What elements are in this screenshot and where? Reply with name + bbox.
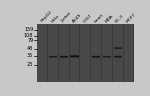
Bar (103, 56, 111, 57)
Bar (114, 58, 122, 59)
Text: 23: 23 (27, 62, 33, 67)
Bar (92, 55, 100, 56)
Text: MCF7: MCF7 (126, 12, 137, 23)
Bar (114, 49, 122, 50)
Bar (92, 55, 100, 56)
Bar (103, 55, 111, 56)
Bar (49, 56, 57, 57)
Text: MDA: MDA (104, 14, 114, 23)
Bar (49, 57, 57, 58)
Bar (92, 58, 100, 59)
Bar (114, 55, 122, 56)
Bar (70, 58, 79, 59)
Bar (113, 24, 123, 82)
Text: PC-3: PC-3 (115, 13, 125, 23)
Text: heart: heart (93, 12, 104, 23)
Bar (60, 58, 68, 59)
Bar (49, 57, 57, 58)
Bar (70, 55, 79, 56)
Bar (49, 55, 57, 56)
Bar (92, 57, 100, 58)
Bar (91, 24, 101, 82)
Text: 35: 35 (27, 53, 33, 58)
Text: 159: 159 (24, 27, 33, 32)
Bar (114, 48, 122, 49)
Bar (103, 57, 111, 58)
Text: 108: 108 (24, 33, 33, 38)
Bar (103, 58, 111, 59)
Bar (80, 24, 90, 82)
Bar (60, 56, 68, 57)
Bar (60, 55, 68, 56)
Bar (48, 24, 58, 82)
Bar (70, 54, 79, 55)
Bar (124, 24, 133, 82)
Bar (114, 55, 122, 56)
Bar (114, 48, 122, 49)
Bar (37, 24, 47, 82)
Bar (92, 56, 100, 57)
Text: Hela: Hela (50, 14, 60, 23)
Bar (59, 24, 69, 82)
Bar (114, 56, 122, 57)
Bar (60, 57, 68, 58)
Bar (37, 24, 134, 82)
Text: 79: 79 (27, 38, 33, 43)
Bar (70, 24, 79, 82)
Bar (114, 47, 122, 48)
Text: A549: A549 (72, 12, 83, 23)
Text: 48: 48 (27, 46, 33, 51)
Bar (114, 46, 122, 47)
Bar (70, 56, 79, 57)
Bar (102, 24, 112, 82)
Bar (114, 47, 122, 48)
Bar (70, 57, 79, 58)
Bar (49, 58, 57, 59)
Bar (103, 55, 111, 56)
Bar (60, 55, 68, 56)
Bar (103, 57, 111, 58)
Text: HepG2: HepG2 (39, 10, 53, 23)
Text: Jurkat: Jurkat (61, 12, 73, 23)
Bar (114, 57, 122, 58)
Bar (49, 55, 57, 56)
Text: COLT: COLT (82, 13, 93, 23)
